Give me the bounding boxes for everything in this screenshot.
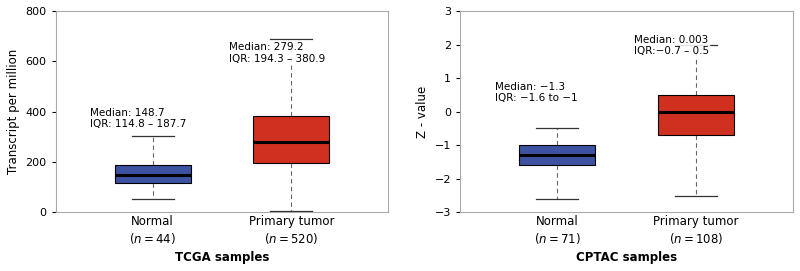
Text: Median: 0.003
IQR:−0.7 – 0.5: Median: 0.003 IQR:−0.7 – 0.5 xyxy=(634,35,709,56)
Y-axis label: Transcript per million: Transcript per million xyxy=(7,49,20,174)
Bar xyxy=(254,117,330,163)
Bar xyxy=(114,165,191,183)
Bar xyxy=(519,145,595,165)
X-axis label: CPTAC samples: CPTAC samples xyxy=(576,251,678,264)
Bar xyxy=(658,95,734,135)
Y-axis label: Z - value: Z - value xyxy=(416,86,430,138)
Text: Median: 279.2
IQR: 194.3 – 380.9: Median: 279.2 IQR: 194.3 – 380.9 xyxy=(229,42,326,64)
Text: Median: −1.3
IQR: −1.6 to −1: Median: −1.3 IQR: −1.6 to −1 xyxy=(495,82,578,103)
X-axis label: TCGA samples: TCGA samples xyxy=(175,251,270,264)
Text: Median: 148.7
IQR: 114.8 – 187.7: Median: 148.7 IQR: 114.8 – 187.7 xyxy=(90,108,186,129)
